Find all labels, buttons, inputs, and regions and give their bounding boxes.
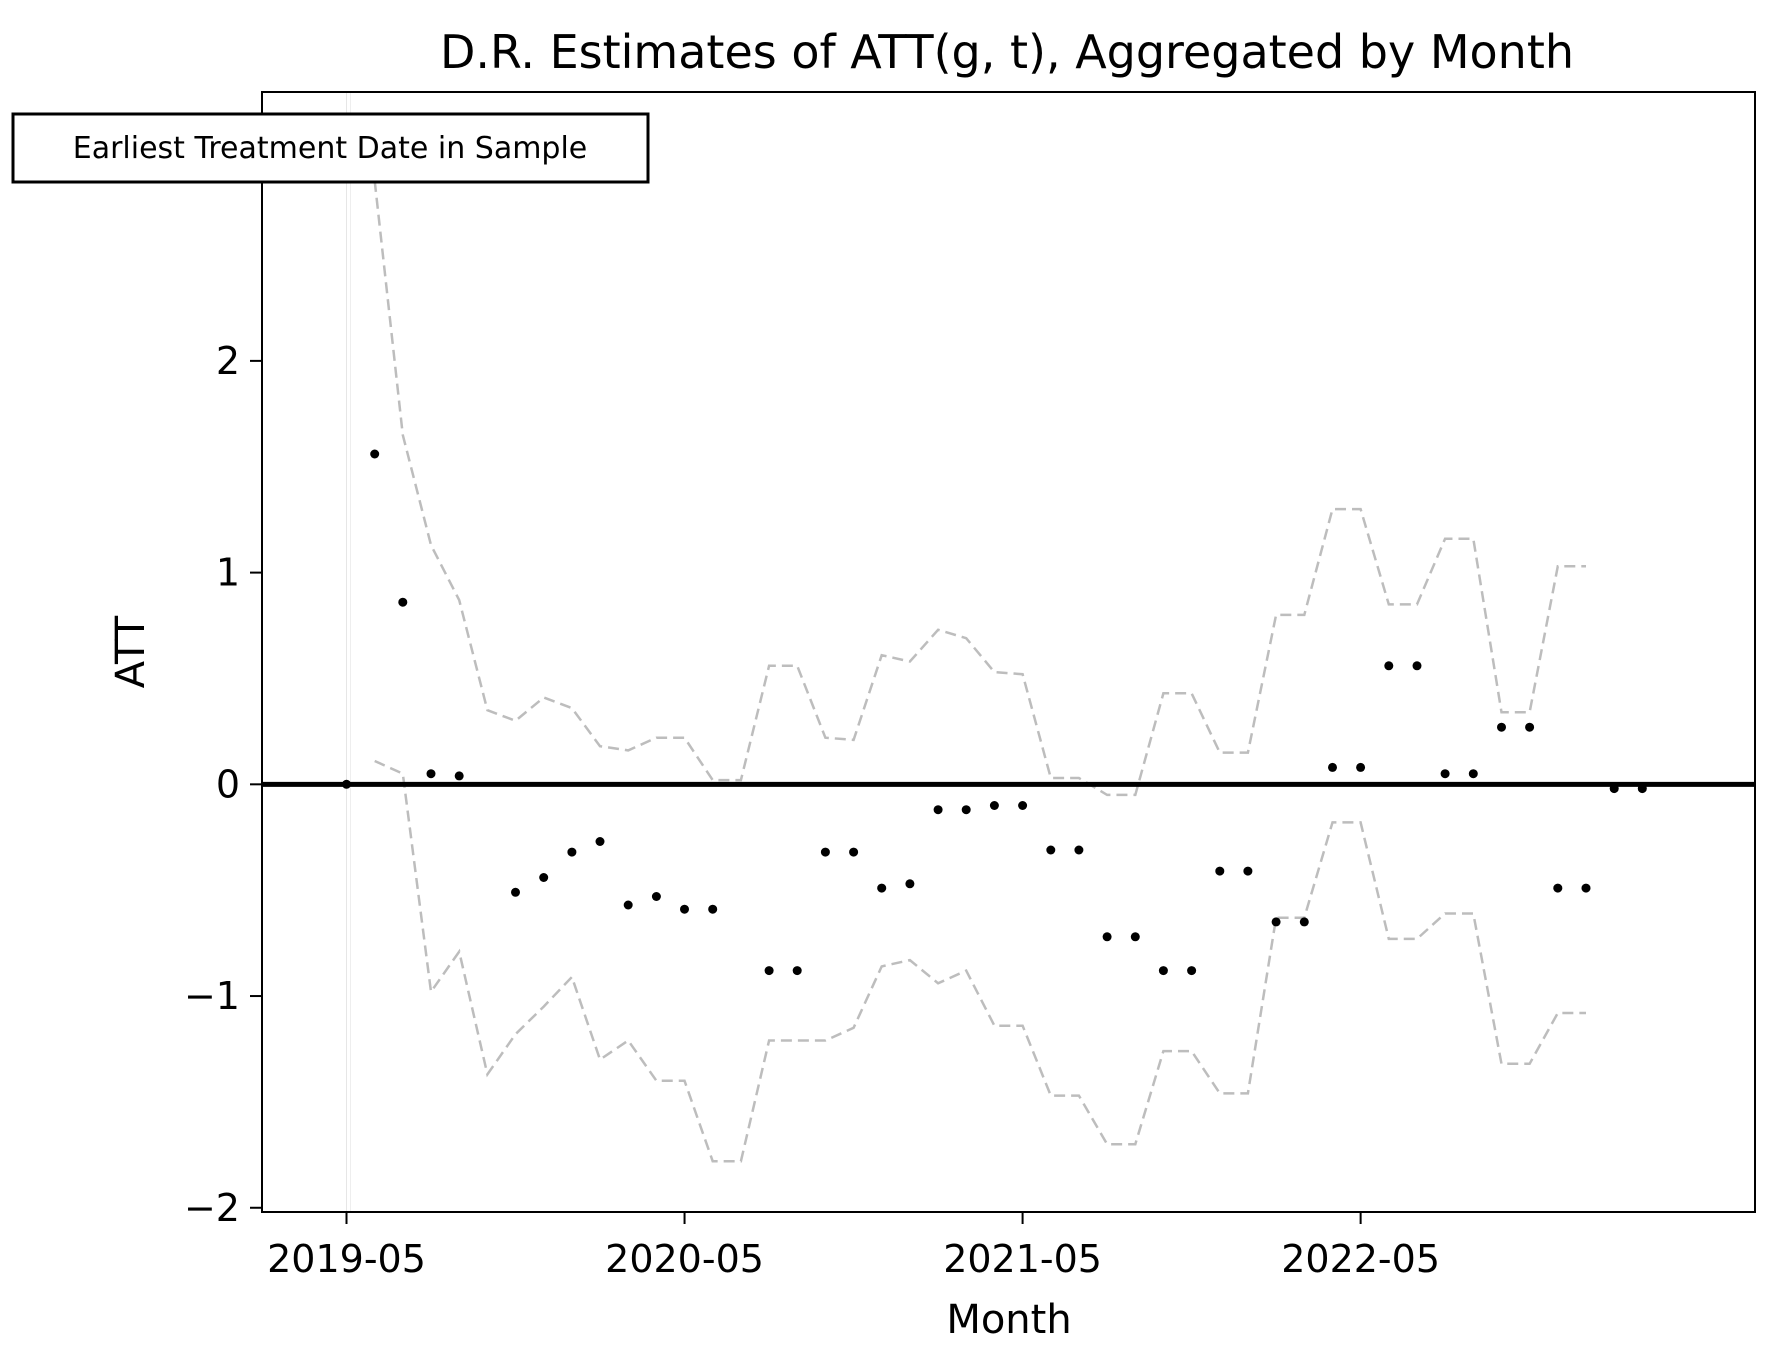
- data-point: [1018, 801, 1028, 810]
- y-tick-label: 0: [216, 762, 240, 806]
- data-point: [1609, 784, 1619, 794]
- data-point: [426, 769, 436, 779]
- data-point: [539, 873, 549, 882]
- data-point: [398, 597, 408, 607]
- x-tick-label: 2021-05: [943, 1237, 1102, 1281]
- y-axis: −2 −1 0 1 2: [184, 339, 262, 1230]
- plot-area: [262, 92, 1755, 1212]
- y-tick-label: 2: [216, 339, 240, 383]
- data-point: [989, 801, 999, 810]
- data-point: [454, 771, 464, 781]
- data-point: [1215, 866, 1225, 876]
- data-point: [1525, 722, 1535, 732]
- data-point: [708, 904, 718, 914]
- data-point: [1328, 762, 1337, 772]
- data-point: [961, 805, 971, 815]
- data-point: [849, 847, 859, 857]
- y-tick-label: −1: [184, 974, 240, 1018]
- data-point: [1356, 762, 1366, 772]
- data-point: [342, 779, 351, 789]
- data-point: [511, 887, 520, 897]
- data-point: [1412, 661, 1422, 671]
- lower-bound-line: [374, 759, 1586, 1163]
- data-point: [1384, 661, 1394, 671]
- upper-bound-line: [373, 180, 1586, 797]
- data-point: [370, 449, 380, 459]
- data-point: [1046, 845, 1056, 855]
- y-axis-label: ATT: [108, 615, 154, 688]
- x-tick-label: 2022-05: [1281, 1237, 1440, 1281]
- data-point: [1553, 883, 1563, 893]
- data-point: [820, 847, 830, 857]
- x-axis-label: Month: [946, 1297, 1071, 1343]
- chart-title: D.R. Estimates of ATT(g, t), Aggregated …: [440, 25, 1574, 79]
- x-axis: 2019-05 2020-05 2021-05 2022-05: [267, 1212, 1440, 1281]
- x-tick-label: 2020-05: [605, 1237, 764, 1281]
- annotation-box-frame: [11, 112, 650, 184]
- data-point: [1158, 966, 1168, 976]
- data-point: [680, 904, 689, 914]
- data-point: [1497, 722, 1506, 732]
- data-point: [1271, 917, 1281, 927]
- data-point: [1581, 883, 1591, 893]
- data-point: [764, 966, 774, 976]
- data-point: [792, 966, 802, 976]
- data-point: [651, 892, 661, 901]
- data-point: [1130, 932, 1140, 942]
- y-tick-label: 1: [216, 551, 240, 595]
- data-point: [1440, 769, 1450, 779]
- data-point: [877, 883, 887, 893]
- annotation-text: Earliest Treatment Date in Sample: [73, 131, 588, 166]
- data-point: [1468, 769, 1478, 779]
- data-point: [595, 837, 605, 846]
- data-point: [1187, 966, 1197, 976]
- data-point: [567, 847, 577, 857]
- data-point: [1243, 866, 1253, 876]
- data-point: [933, 805, 943, 815]
- data-point: [623, 900, 633, 910]
- data-point: [1074, 845, 1084, 855]
- y-tick-label: −2: [184, 1186, 240, 1230]
- data-point: [1102, 932, 1112, 942]
- x-tick-label: 2019-05: [267, 1237, 426, 1281]
- annotation-box: Earliest Treatment Date in Sample: [11, 112, 650, 184]
- data-point: [1637, 784, 1647, 794]
- data-point: [905, 879, 915, 889]
- data-point: [1299, 917, 1309, 927]
- axes-frame: [261, 91, 1756, 1213]
